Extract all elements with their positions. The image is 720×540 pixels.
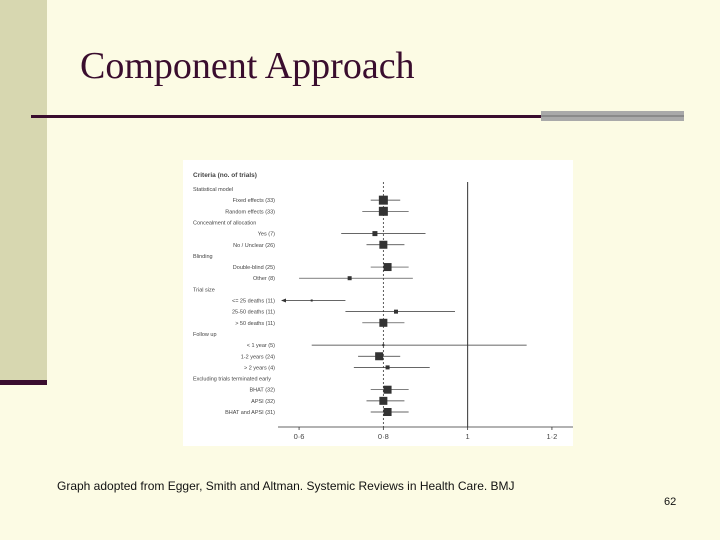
slide-title: Component Approach [80,45,415,87]
row-label: > 50 deaths (11) [235,321,275,327]
point-estimate [347,276,352,281]
point-estimate [379,240,388,249]
row-label: Double-blind (25) [233,265,275,271]
row-label: No / Unclear (26) [233,243,275,249]
row-label: APSI (32) [251,399,275,405]
group-label: Statistical model [193,187,233,193]
row-label: BHAT and APSI (31) [225,410,275,416]
title-underline-accent-line [541,115,684,117]
row-label: Random effects (33) [225,209,275,215]
row-label: < 1 year (5) [247,343,275,349]
ci-arrow [281,298,286,303]
group-label: Follow up [193,332,217,338]
x-tick-label: 1 [466,432,470,441]
point-estimate [378,195,388,205]
row-label: > 2 years (4) [244,365,275,371]
x-tick-label: 0·6 [294,432,305,441]
row-label: BHAT (32) [250,388,276,394]
point-estimate [372,231,378,237]
point-estimate [383,408,392,416]
row-label: Other (8) [253,276,275,282]
left-accent-bar-edge [0,380,47,385]
point-estimate [379,396,388,405]
row-label: Yes (7) [258,232,275,238]
row-label: 1-2 years (24) [241,354,275,360]
title-underline [31,115,541,118]
row-label: <= 25 deaths (11) [232,299,275,305]
forest-plot-figure: Criteria (no. of trials) 0·6 0·8 1 1·2 Statis… [183,160,573,446]
x-tick-label: 1·2 [547,432,558,441]
plot-header: Criteria (no. of trials) [193,172,257,179]
point-estimate [394,309,398,314]
group-label: Trial size [193,287,215,293]
left-accent-bar [0,0,47,384]
page-number: 62 [664,496,677,508]
point-estimate [379,318,388,327]
group-label: Excluding trials terminated early [193,377,271,383]
figure-caption: Graph adopted from Egger, Smith and Altm… [57,479,515,493]
point-estimate [378,206,388,216]
point-estimate [383,385,392,394]
forest-plot: Criteria (no. of trials) 0·6 0·8 1 1·2 Statis… [193,172,573,441]
point-estimate [382,344,385,347]
point-estimate [375,352,384,361]
point-estimate [385,365,390,370]
group-label: Blinding [193,254,213,260]
group-label: Concealment of allocation [193,220,256,226]
point-estimate [310,299,313,302]
row-label: Fixed effects (33) [233,198,276,204]
point-estimate [383,263,392,272]
x-tick-label: 0·8 [378,432,389,441]
row-label: 25-50 deaths (11) [232,310,275,316]
